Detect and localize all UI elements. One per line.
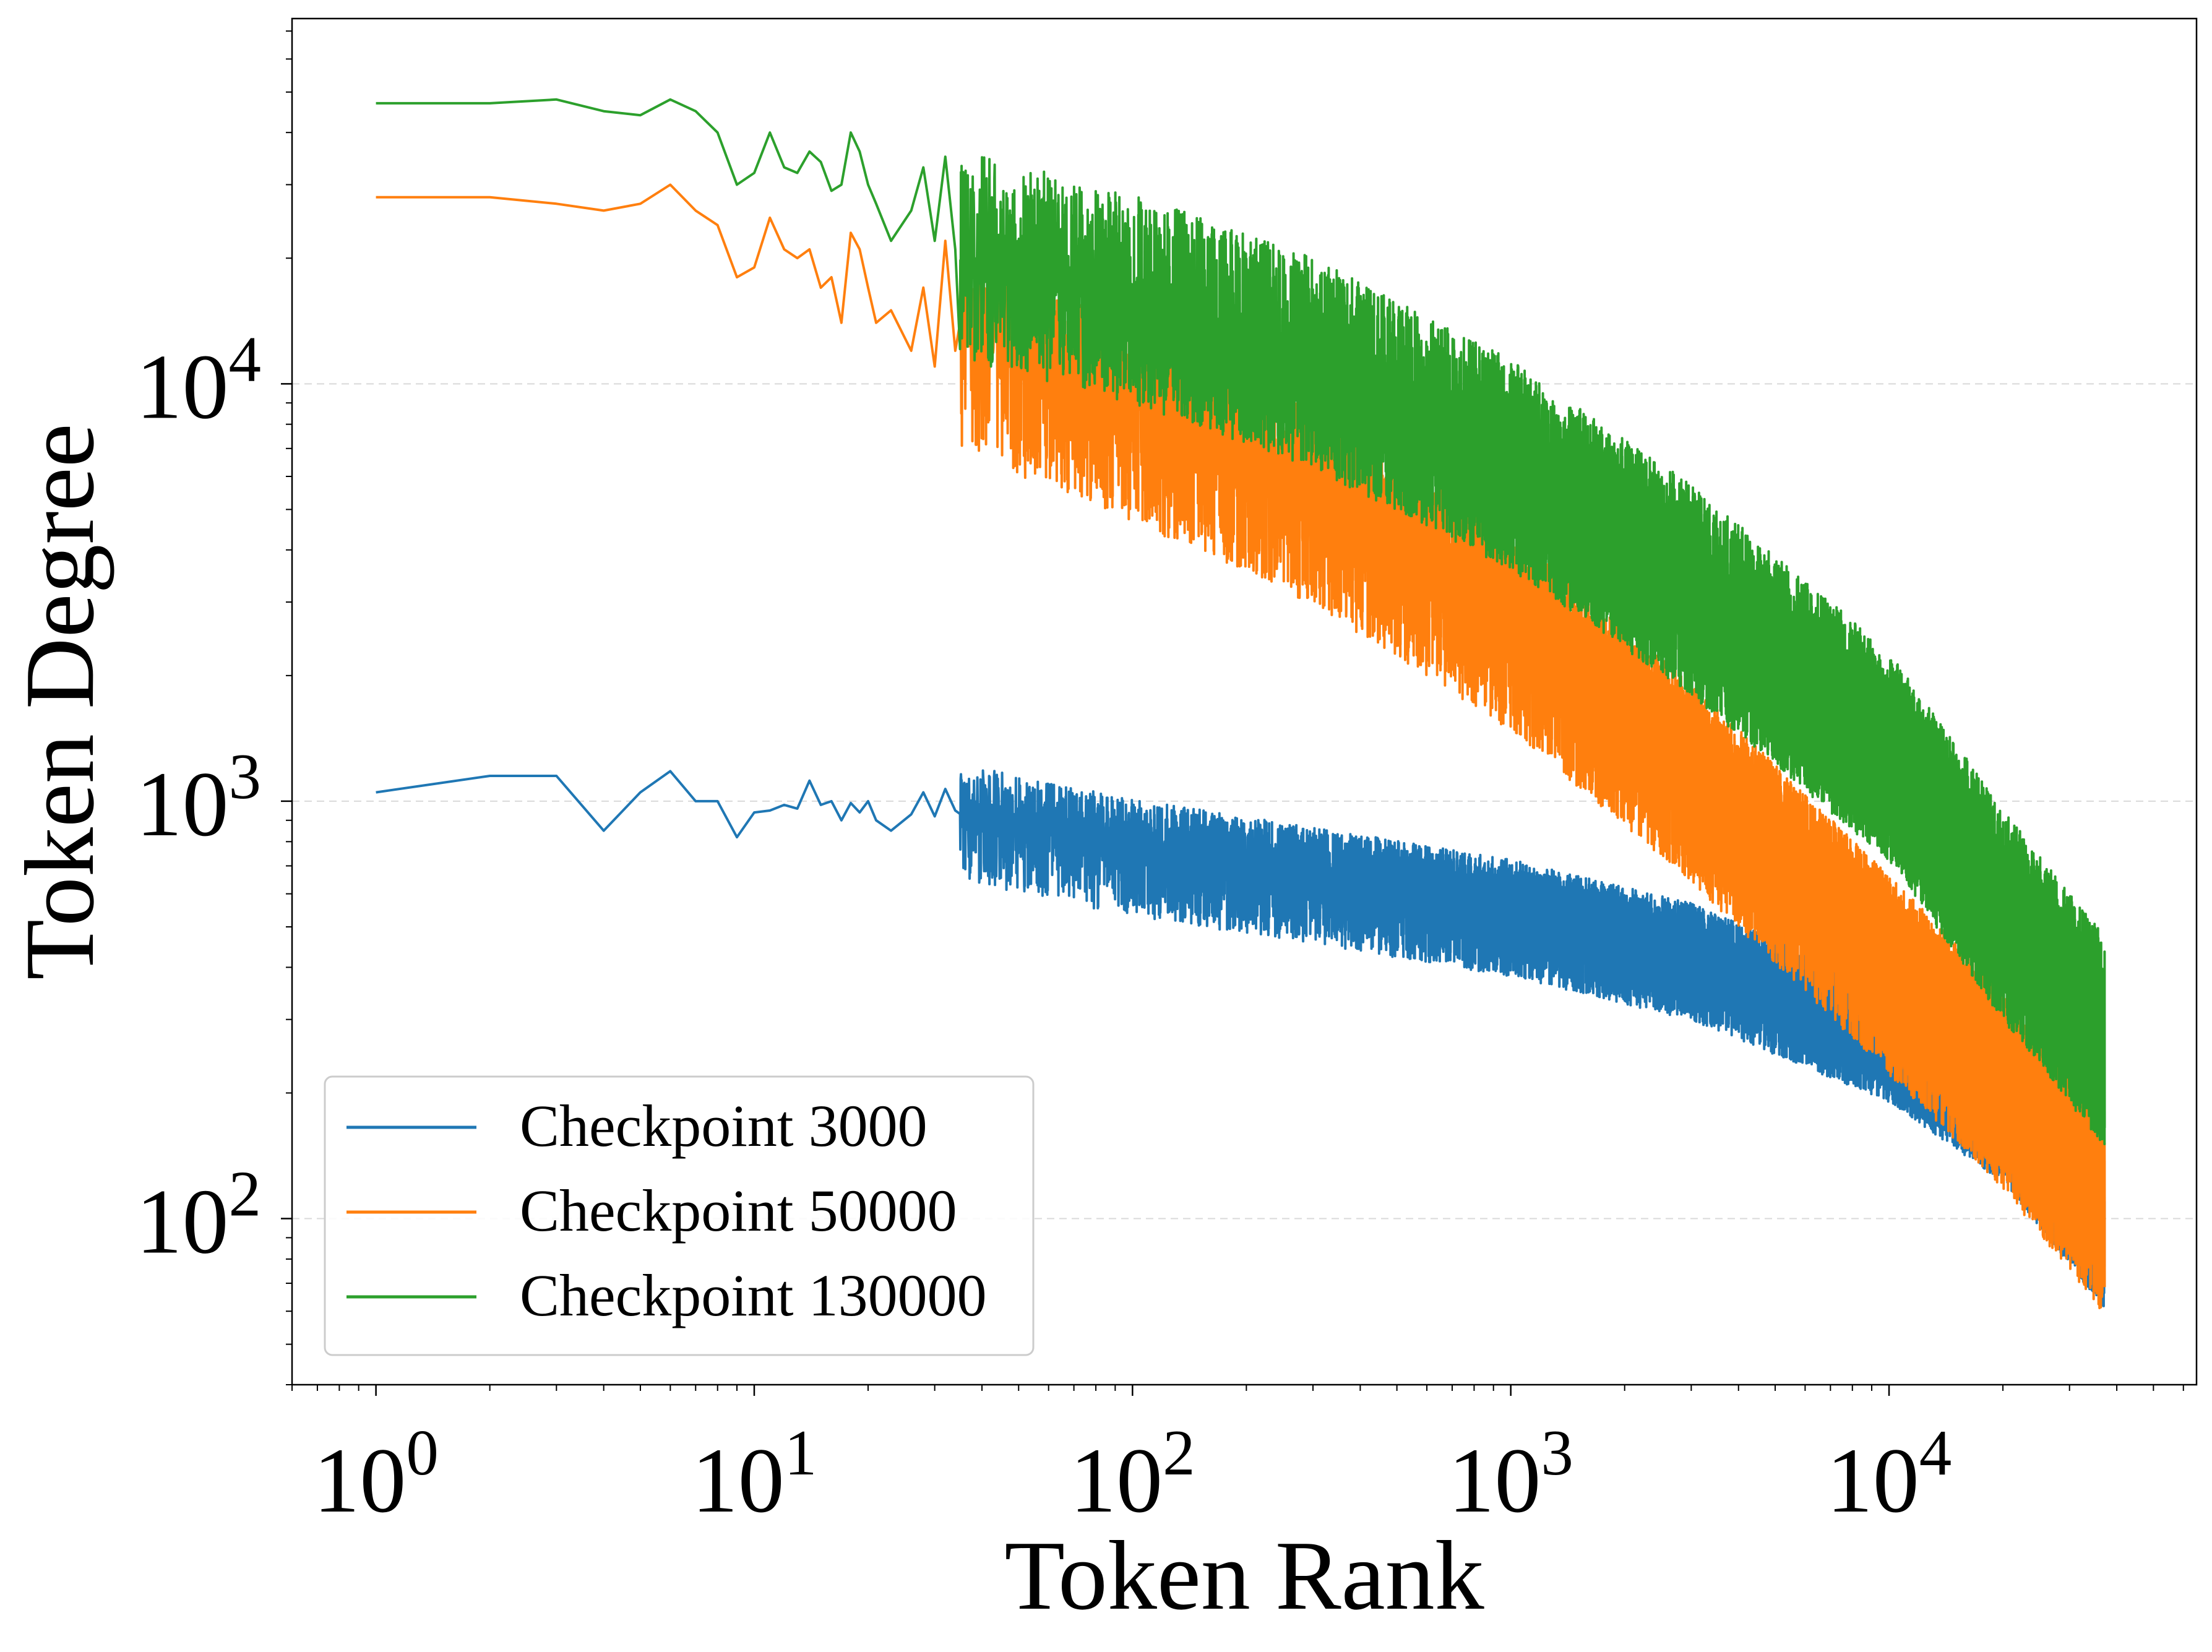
x-tick-base: 10: [1448, 1429, 1541, 1532]
x-tick-base: 10: [692, 1429, 785, 1532]
x-tick-exponent: 1: [785, 1416, 817, 1489]
y-tick-exponent: 4: [229, 322, 262, 395]
y-tick-base: 10: [136, 335, 229, 438]
x-tick-exponent: 3: [1541, 1416, 1573, 1489]
x-tick-label: 101: [692, 1416, 817, 1532]
y-tick-label: 102: [136, 1158, 262, 1273]
x-tick-base: 10: [313, 1429, 406, 1532]
x-axis: 100 101 102 103 104: [291, 1385, 2184, 1532]
y-tick-exponent: 3: [229, 740, 262, 812]
y-tick-label: 104: [136, 322, 262, 438]
series-line: [376, 98, 2106, 1145]
y-tick-exponent: 2: [229, 1158, 262, 1230]
y-axis-title: Token Degree: [4, 423, 114, 979]
x-axis-title: Token Rank: [1004, 1520, 1484, 1630]
x-tick-label: 104: [1827, 1416, 1952, 1532]
x-tick-base: 10: [1070, 1429, 1163, 1532]
x-tick-exponent: 2: [1163, 1416, 1195, 1489]
legend-label: Checkpoint 50000: [520, 1177, 957, 1244]
x-tick-base: 10: [1827, 1429, 1919, 1532]
legend: Checkpoint 3000 Checkpoint 50000 Checkpoin…: [324, 1075, 1035, 1356]
legend-label: Checkpoint 3000: [520, 1093, 927, 1159]
x-tick-exponent: 0: [406, 1416, 439, 1489]
x-tick-exponent: 4: [1919, 1416, 1952, 1489]
y-tick-label: 103: [136, 740, 262, 856]
legend-box: [324, 1075, 1035, 1356]
legend-label: Checkpoint 130000: [520, 1262, 987, 1328]
x-tick-label: 103: [1448, 1416, 1573, 1532]
y-tick-base: 10: [136, 1171, 229, 1273]
x-tick-label: 100: [313, 1416, 439, 1532]
x-tick-label: 102: [1070, 1416, 1195, 1532]
series-lines: [376, 98, 2106, 1309]
y-tick-base: 10: [136, 753, 229, 856]
plot-frame: [291, 17, 2198, 1386]
